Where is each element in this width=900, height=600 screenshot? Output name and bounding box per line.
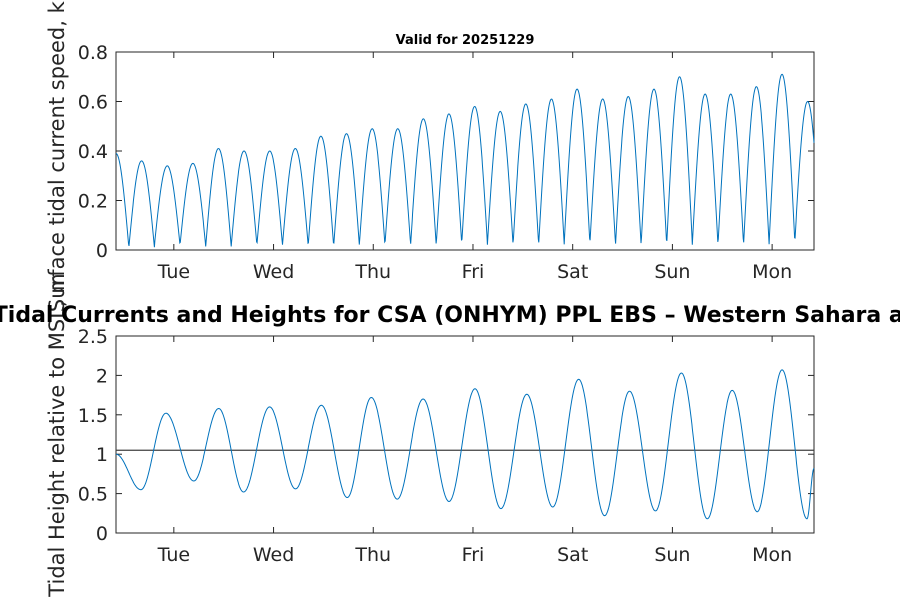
current-speed-ytick-label: 0 [96, 240, 108, 262]
tidal-height-xtick-label: Wed [253, 544, 294, 566]
tidal-height-xtick-label: Sun [654, 544, 690, 566]
tidal-height-ylabel: Tidal Height relative to MSL, m [45, 273, 69, 597]
tidal-height-series-line [116, 369, 815, 520]
current-speed-ytick-label: 0.8 [78, 42, 108, 64]
current-speed-title: Valid for 20251229 [396, 33, 535, 48]
current-speed-ytick-label: 0.6 [78, 92, 108, 114]
tidal-height-xtick-label: Sat [557, 544, 588, 566]
tidal-height-ytick-label: 2 [96, 365, 108, 387]
tidal-height-ytick-label: 1.5 [78, 405, 108, 427]
current-speed-xticks: Tue Wed Thu Fri Sat Sun Mon [157, 52, 792, 283]
current-speed-ytick-label: 0.4 [78, 141, 108, 163]
current-speed-xtick-label: Wed [253, 261, 294, 283]
current-speed-axes: 0 0.2 0.4 0.6 0.8 Tue Wed Thu Fri Sat Sun Mon Vali… [78, 33, 815, 283]
tidal-height-ytick-label: 0.5 [78, 484, 108, 506]
tidal-height-xtick-label: Fri [462, 544, 485, 566]
current-speed-xtick-label: Sat [557, 261, 588, 283]
current-speed-series-line [115, 73, 815, 248]
tidal-height-xtick-label: Mon [752, 544, 792, 566]
tidal-height-yticks: 0 0.5 1 1.5 2 2.5 [78, 326, 814, 545]
tidal-height-axes: 0 0.5 1 1.5 2 2.5 Tue Wed Thu Fri Sat Sun Mon [78, 326, 815, 566]
current-speed-xtick-label: Sun [654, 261, 690, 283]
current-speed-xtick-label: Fri [462, 261, 485, 283]
current-speed-ylabel: Surface tidal current speed, kn [45, 0, 69, 312]
tidal-height-xtick-label: Tue [157, 544, 190, 566]
current-speed-xtick-label: Thu [354, 261, 391, 283]
current-speed-ytick-label: 0.2 [78, 191, 108, 213]
tidal-height-ytick-label: 0 [96, 523, 108, 545]
tidal-height-xtick-label: Thu [354, 544, 391, 566]
current-speed-xtick-label: Mon [752, 261, 792, 283]
tidal-height-xticks: Tue Wed Thu Fri Sat Sun Mon [157, 336, 792, 566]
tidal-height-plot-area [115, 335, 815, 534]
current-speed-xtick-label: Tue [157, 261, 190, 283]
tidal-height-ytick-label: 1 [96, 444, 108, 466]
tidal-height-ytick-label: 2.5 [78, 326, 108, 348]
current-speed-yticks: 0 0.2 0.4 0.6 0.8 [78, 42, 814, 262]
main-title: Tidal Currents and Heights for CSA (ONHY… [0, 303, 900, 328]
